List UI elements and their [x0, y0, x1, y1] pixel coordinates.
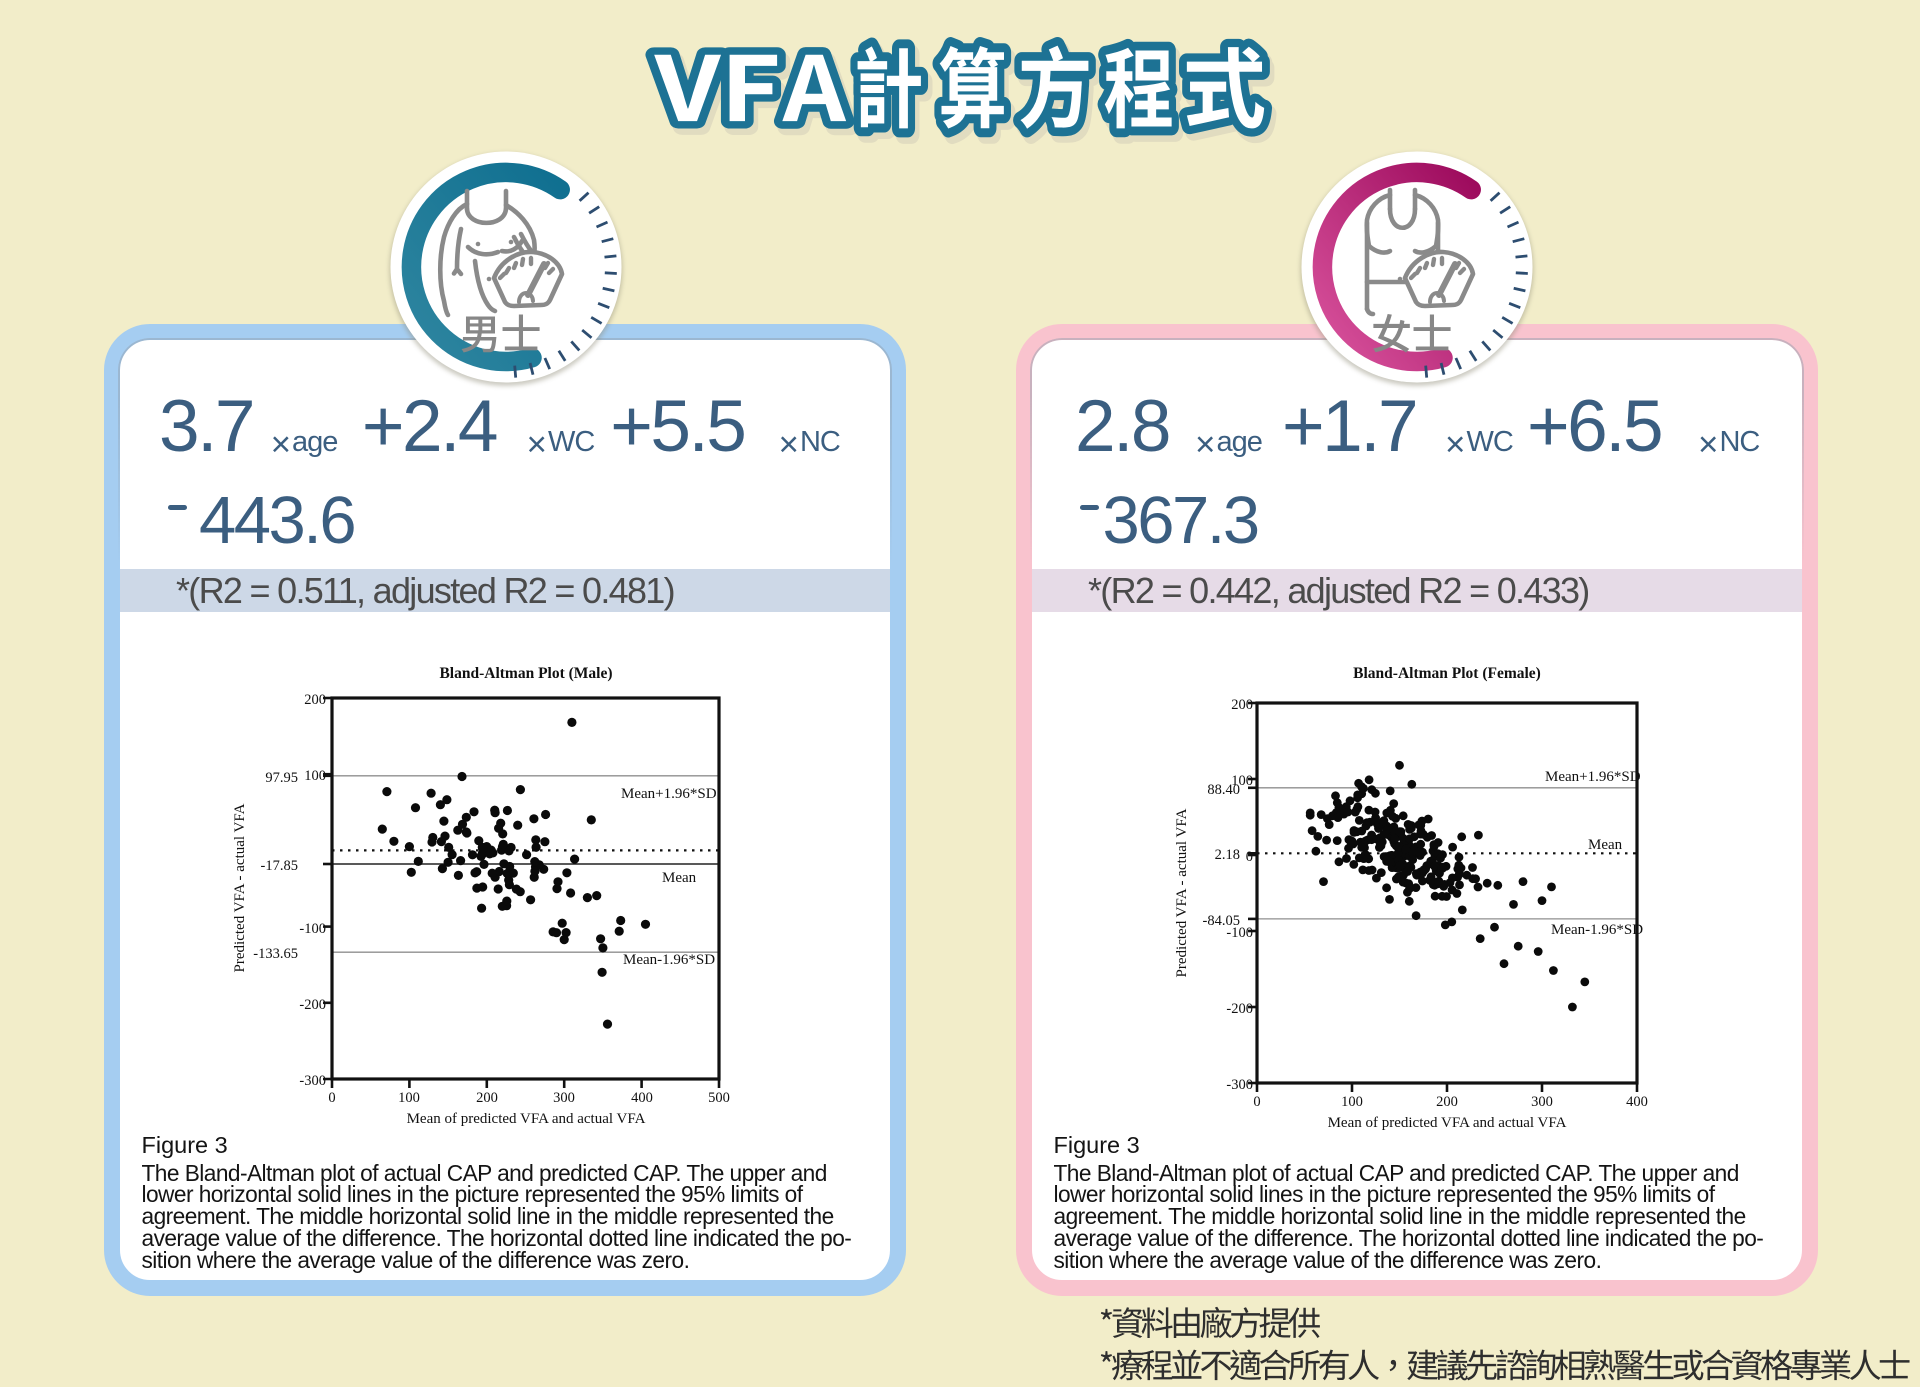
- svg-text:100: 100: [398, 1090, 420, 1106]
- svg-text:100: 100: [304, 768, 326, 784]
- svg-text:Bland-Altman Plot (Female): Bland-Altman Plot (Female): [1353, 665, 1541, 682]
- svg-text:-17.85: -17.85: [261, 858, 298, 874]
- svg-text:88.40: 88.40: [1207, 782, 1240, 798]
- svg-text:Mean+1.96*SD: Mean+1.96*SD: [1545, 769, 1641, 785]
- svg-text:0: 0: [1246, 849, 1253, 865]
- svg-text:300: 300: [553, 1090, 575, 1106]
- svg-text:Mean: Mean: [662, 870, 697, 886]
- svg-text:Mean: Mean: [1588, 837, 1623, 853]
- svg-text:200: 200: [1231, 697, 1253, 713]
- svg-text:-200: -200: [299, 997, 326, 1013]
- svg-text:-300: -300: [299, 1073, 326, 1089]
- svg-text:Bland-Altman Plot (Male): Bland-Altman Plot (Male): [439, 665, 612, 682]
- svg-text:Mean-1.96*SD: Mean-1.96*SD: [623, 952, 715, 968]
- svg-text:500: 500: [708, 1090, 730, 1106]
- svg-text:200: 200: [304, 692, 326, 708]
- svg-text:-300: -300: [1226, 1077, 1253, 1093]
- svg-text:400: 400: [631, 1090, 653, 1106]
- svg-text:2.18: 2.18: [1215, 847, 1240, 863]
- svg-text:100: 100: [1231, 773, 1253, 789]
- svg-text:-100: -100: [1226, 925, 1253, 941]
- svg-text:400: 400: [1626, 1094, 1648, 1110]
- svg-text:Predicted VFA - actual VFA: Predicted VFA - actual VFA: [232, 803, 248, 972]
- svg-text:-200: -200: [1226, 1001, 1253, 1017]
- svg-text:-100: -100: [299, 921, 326, 937]
- svg-text:97.95: 97.95: [265, 770, 298, 786]
- svg-text:-84.05: -84.05: [1203, 913, 1240, 929]
- svg-text:200: 200: [1436, 1094, 1458, 1110]
- svg-text:100: 100: [1341, 1094, 1363, 1110]
- svg-text:300: 300: [1531, 1094, 1553, 1110]
- svg-text:Mean of predicted VFA and actu: Mean of predicted VFA and actual VFA: [407, 1111, 646, 1127]
- svg-text:200: 200: [476, 1090, 498, 1106]
- svg-text:Mean+1.96*SD: Mean+1.96*SD: [621, 786, 717, 802]
- svg-text:Mean-1.96*SD: Mean-1.96*SD: [1551, 922, 1643, 938]
- svg-text:Predicted VFA - actual VFA: Predicted VFA - actual VFA: [1174, 808, 1190, 977]
- svg-text:0: 0: [1253, 1094, 1260, 1110]
- svg-text:Mean of predicted VFA and actu: Mean of predicted VFA and actual VFA: [1328, 1115, 1567, 1131]
- svg-text:-133.65: -133.65: [253, 946, 298, 962]
- svg-text:0: 0: [328, 1090, 335, 1106]
